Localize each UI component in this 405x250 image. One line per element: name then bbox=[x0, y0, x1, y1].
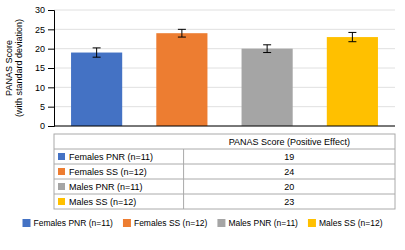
legend-label: Males PNR (n=11) bbox=[228, 218, 298, 228]
legend-item: Males SS (n=12) bbox=[308, 218, 383, 228]
y-tick-mark bbox=[48, 126, 54, 127]
table-category: Males SS (n=12) bbox=[69, 197, 136, 207]
bar bbox=[156, 33, 207, 126]
table-row-line bbox=[54, 164, 395, 165]
table-category: Females PNR (n=11) bbox=[69, 152, 153, 162]
error-bar-part bbox=[348, 41, 356, 42]
bar bbox=[327, 37, 378, 126]
legend-item: Females PNR (n=11) bbox=[23, 218, 114, 228]
y-tick-label: 25 bbox=[35, 25, 45, 35]
y-tick: 15 bbox=[35, 63, 54, 73]
error-bar-part bbox=[267, 45, 268, 53]
legend-label: Females SS (n=12) bbox=[134, 218, 208, 228]
bars bbox=[71, 29, 378, 126]
table-border bbox=[54, 134, 395, 209]
grid bbox=[54, 10, 395, 126]
error-bar-part bbox=[348, 32, 356, 33]
y-tick: 5 bbox=[40, 102, 54, 112]
table-swatch bbox=[58, 153, 65, 160]
y-tick-mark bbox=[48, 87, 54, 88]
error-bar-part bbox=[178, 29, 186, 30]
y-axis: 0 5 10 15 20 25 30 bbox=[35, 5, 55, 131]
y-tick-label: 30 bbox=[35, 5, 45, 15]
chart: 0 5 10 15 20 25 30 PANAS Score(with standard de… bbox=[0, 0, 405, 250]
grid-line bbox=[54, 10, 395, 11]
y-axis-line bbox=[48, 11, 55, 127]
y-tick-mark bbox=[48, 29, 54, 30]
y-tick-label: 10 bbox=[35, 83, 45, 93]
error-bar-part bbox=[178, 37, 186, 38]
data-label: 24 bbox=[284, 167, 294, 177]
error-bar bbox=[263, 45, 271, 53]
data-label: 20 bbox=[284, 182, 294, 192]
legend-swatch bbox=[217, 219, 225, 227]
error-bar bbox=[93, 48, 101, 57]
table-swatch bbox=[58, 183, 65, 190]
legend-swatch bbox=[123, 219, 131, 227]
data-label: 23 bbox=[284, 197, 294, 207]
legend-item: Females SS (n=12) bbox=[123, 218, 208, 228]
legend-swatch bbox=[23, 219, 31, 227]
table-swatch bbox=[58, 168, 65, 175]
y-tick-mark bbox=[48, 68, 54, 69]
y-tick-label: 5 bbox=[40, 102, 45, 112]
error-bar-part bbox=[263, 44, 271, 45]
grid-line bbox=[54, 126, 395, 127]
legend-swatch bbox=[308, 219, 316, 227]
error-bar-part bbox=[263, 52, 271, 53]
y-tick-mark bbox=[48, 10, 54, 11]
table-swatch bbox=[58, 198, 65, 205]
y-tick: 30 bbox=[35, 5, 54, 15]
table-header: PANAS Score (Positive Effect) bbox=[229, 137, 350, 147]
y-tick: 20 bbox=[35, 44, 54, 54]
error-bar-part bbox=[93, 47, 101, 48]
y-tick-label: 15 bbox=[35, 63, 45, 73]
table-row-line bbox=[54, 194, 395, 195]
table-category: Males PNR (n=11) bbox=[69, 182, 143, 192]
data-table: PANAS Score (Positive Effect) Females PNR… bbox=[54, 134, 395, 209]
y-tick-label: 20 bbox=[35, 44, 45, 54]
error-bar-part bbox=[181, 29, 182, 37]
legend-label: Females PNR (n=11) bbox=[34, 218, 114, 228]
error-bar-part bbox=[93, 57, 101, 58]
legend: Females PNR (n=11) Females SS (n=12) Males… bbox=[23, 218, 383, 228]
table-row-line bbox=[54, 179, 395, 180]
error-bar bbox=[348, 32, 356, 41]
y-tick: 10 bbox=[35, 83, 54, 93]
y-tick: 0 bbox=[40, 121, 54, 131]
table-category: Females SS (n=12) bbox=[69, 167, 147, 177]
table-row-line bbox=[54, 149, 395, 150]
y-tick: 25 bbox=[35, 25, 54, 35]
y-tick-mark bbox=[48, 107, 54, 108]
bar bbox=[242, 49, 293, 126]
legend-label: Males SS (n=12) bbox=[319, 218, 383, 228]
y-axis-title: PANAS Score(with standard deviation) bbox=[4, 19, 24, 117]
error-bar-part bbox=[352, 32, 353, 41]
plot: 0 5 10 15 20 25 30 bbox=[35, 5, 395, 131]
bar bbox=[71, 53, 122, 126]
legend-item: Males PNR (n=11) bbox=[217, 218, 298, 228]
y-tick-label: 0 bbox=[40, 121, 45, 131]
grid-line bbox=[54, 29, 395, 30]
error-bar bbox=[178, 29, 186, 37]
x-axis-line bbox=[54, 126, 395, 127]
error-bar-part bbox=[96, 48, 97, 57]
y-tick-mark bbox=[48, 49, 54, 50]
data-label: 19 bbox=[284, 152, 294, 162]
